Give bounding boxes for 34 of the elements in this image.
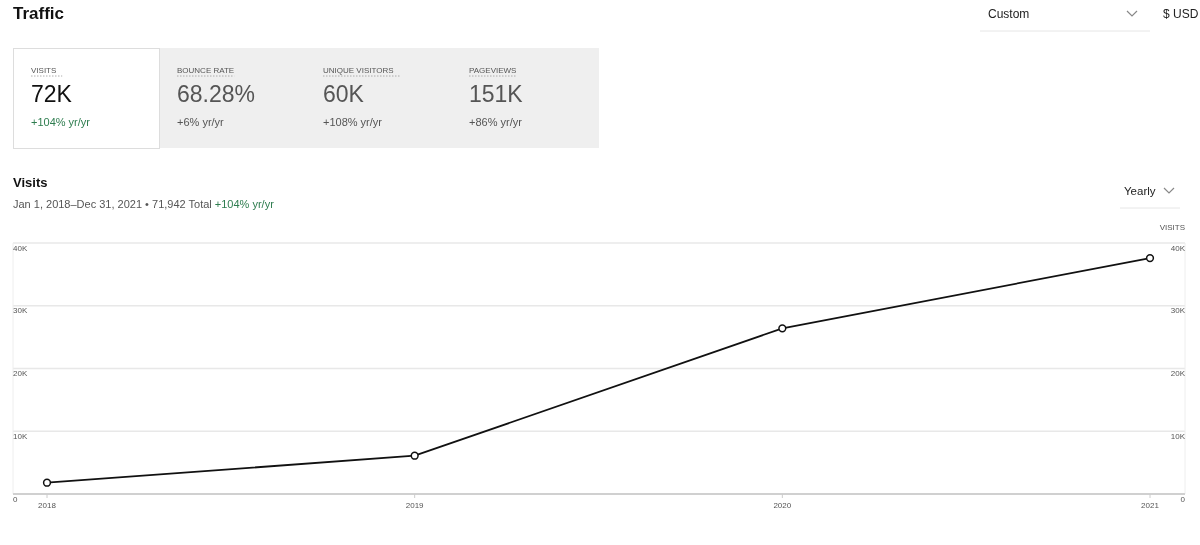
y2-tick-label: 20K [1170,369,1186,379]
y2-tick-label: 0 [1180,494,1186,504]
text: +86% yr/yr [469,116,523,128]
text: +108% yr/yr [323,116,383,128]
text: 72K [31,81,73,107]
chart-subtitle: Jan 1, 2018–Dec 31, 2021 • 71,942 Total [13,198,212,210]
text: VISITS [31,66,57,75]
y-tick-label: 30K [13,306,28,316]
x-tick-label: 2020 [773,501,792,510]
text: +104% yr/yr [31,116,91,128]
y2-tick-label: 30K [1170,306,1186,316]
y-tick-label: 20K [13,369,28,379]
x-tick-label: 2019 [405,501,425,510]
text: $ USD [1163,7,1199,21]
y-tick-label: 0 [13,494,18,504]
text: +6% yr/yr [177,116,225,128]
text: 68.28% [177,81,256,107]
text: Yearly [1124,185,1156,197]
x-tick-label: 2018 [38,501,57,510]
text: BOUNCE RATE [177,66,235,75]
text: PAGEVIEWS [469,66,517,75]
chart-title: Visits [13,175,48,190]
y2-axis-title: VISITS [1159,223,1185,232]
text: 151K [469,81,524,107]
text: Traffic [13,4,65,23]
x-tick-label: 2021 [1141,501,1160,510]
y2-tick-label: 10K [1170,431,1186,441]
text: Custom [988,7,1030,21]
text: 60K [323,81,365,107]
text: +104% yr/yr [211,198,275,210]
y2-tick-label: 40K [1170,243,1186,253]
text: UNIQUE VISITORS [323,66,394,75]
y-tick-label: 10K [13,431,28,441]
y-tick-label: 40K [13,243,28,253]
